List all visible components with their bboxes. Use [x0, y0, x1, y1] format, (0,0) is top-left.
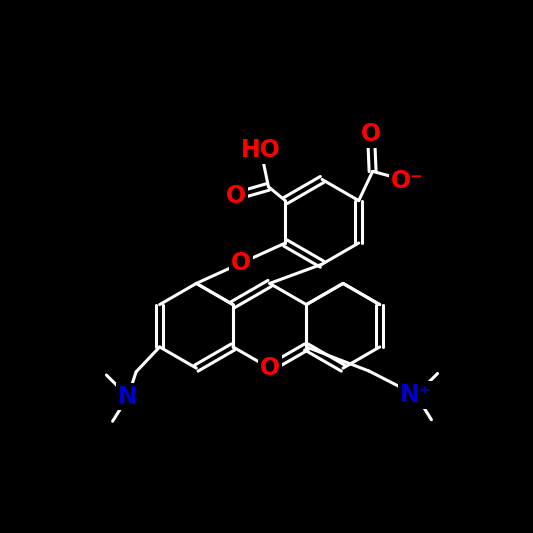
- Text: N: N: [118, 385, 138, 409]
- Text: O: O: [226, 184, 246, 208]
- Text: N⁺: N⁺: [400, 383, 432, 407]
- Text: HO: HO: [241, 138, 281, 162]
- Text: O: O: [361, 123, 381, 147]
- Text: O: O: [231, 251, 251, 275]
- Text: O⁻: O⁻: [391, 168, 424, 192]
- Text: O: O: [260, 356, 280, 380]
